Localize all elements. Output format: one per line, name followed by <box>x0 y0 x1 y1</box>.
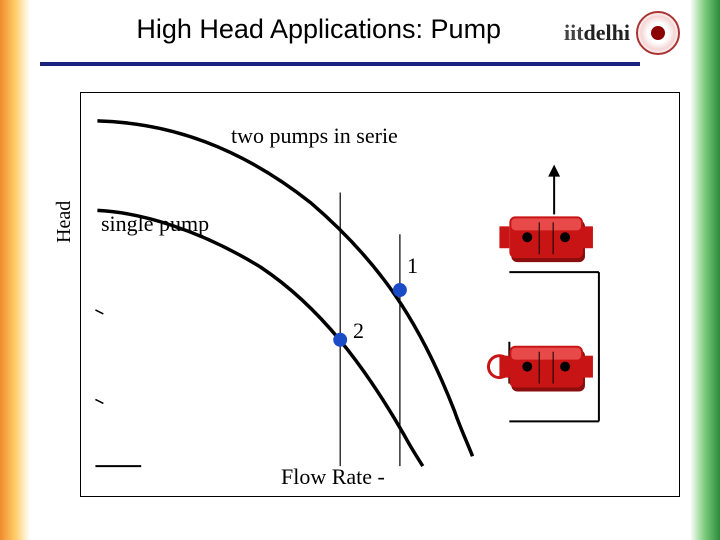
upper-curve-label: two pumps in serie <box>231 123 398 149</box>
upper-curve <box>97 121 472 456</box>
marker-2-label: 2 <box>353 318 364 344</box>
lower-curve-label: single pump <box>101 211 209 237</box>
institution-logo: iitdelhi <box>500 8 680 58</box>
marker-1 <box>393 283 407 297</box>
lower-curve <box>97 210 422 466</box>
x-axis-label: Flow Rate - <box>281 464 385 490</box>
chart-container: Head Flow Rate - two pumps in serie sing… <box>80 92 680 497</box>
y-axis-label: Head <box>53 201 76 243</box>
chart-svg <box>81 93 679 496</box>
logo-text: iitdelhi <box>564 20 630 46</box>
left-border-gradient <box>0 0 30 540</box>
title-underline <box>40 62 640 66</box>
logo-text-bold: delhi <box>584 20 630 45</box>
tick-1 <box>95 310 103 314</box>
marker-1-label: 1 <box>407 253 418 279</box>
pump-bottom-icon <box>488 346 592 392</box>
pump-top-icon <box>499 216 593 262</box>
logo-seal-icon <box>636 11 680 55</box>
marker-2 <box>333 333 347 347</box>
logo-text-light: iit <box>564 20 584 45</box>
right-border-gradient <box>690 0 720 540</box>
tick-2 <box>95 399 103 403</box>
arrow-up-icon <box>548 165 560 177</box>
